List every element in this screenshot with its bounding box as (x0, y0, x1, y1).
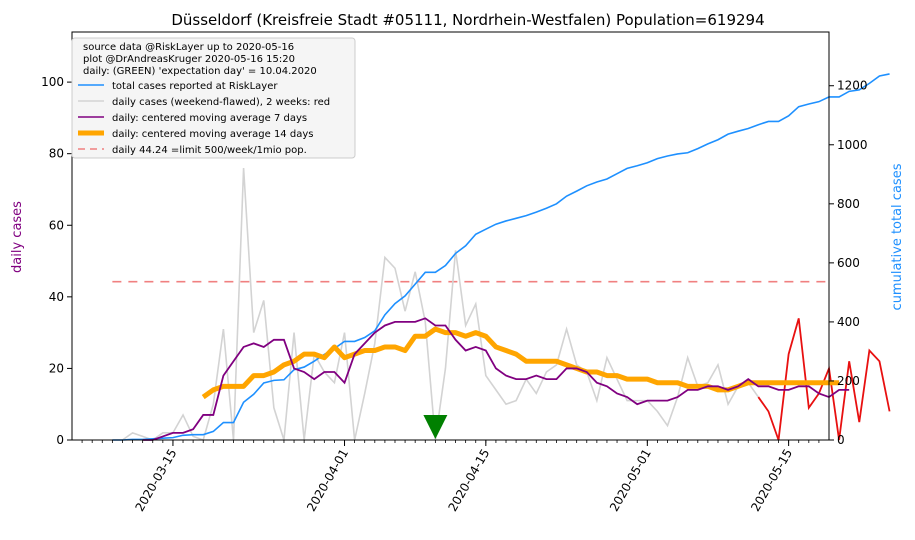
y-right-tick-label: 1200 (837, 79, 868, 93)
expectation-day-marker (423, 415, 448, 439)
y-right-tick-label: 1000 (837, 138, 868, 152)
legend-entry-label: daily: centered moving average 14 days (112, 129, 313, 140)
y-right-tick-label: 400 (837, 315, 860, 329)
daily-cases-recent-line (757, 318, 891, 441)
x-tick-label: 2020-04-01 (304, 447, 351, 514)
y-left-tick-label: 100 (41, 75, 64, 89)
total-cases-line (112, 73, 890, 441)
y-left-tick-label: 20 (49, 361, 64, 375)
y-right-tick-label: 800 (837, 197, 860, 211)
y-left-tick-label: 80 (49, 147, 64, 161)
legend-info-line: plot @DrAndreasKruger 2020-05-16 15:20 (83, 54, 295, 65)
y-right-tick-label: 200 (837, 374, 860, 388)
y-left-tick-label: 0 (56, 433, 64, 447)
legend: source data @RiskLayer up to 2020-05-16p… (71, 37, 356, 159)
legend-box (71, 37, 356, 159)
legend-info-line: source data @RiskLayer up to 2020-05-16 (83, 42, 294, 53)
chart-title: Düsseldorf (Kreisfreie Stadt #05111, Nor… (171, 11, 764, 29)
legend-entry-label: daily: centered moving average 7 days (112, 113, 307, 124)
x-tick-label: 2020-05-15 (748, 447, 795, 514)
plot-layer (112, 73, 891, 442)
legend-entry-label: daily cases (weekend-flawed), 2 weeks: r… (112, 97, 330, 108)
y-right-tick-label: 600 (837, 256, 860, 270)
ma7-line (142, 317, 850, 441)
x-tick-label: 2020-04-15 (445, 447, 492, 514)
y-right-tick-label: 0 (837, 433, 845, 447)
daily-cases-line (112, 167, 760, 442)
legend-info-line: daily: (GREEN) 'expectation day' = 10.04… (83, 66, 317, 77)
x-tick-label: 2020-05-01 (607, 447, 654, 514)
x-tick-label: 2020-03-15 (133, 447, 180, 514)
y-axis-label-left: daily cases (10, 201, 25, 273)
y-axis-label-right: cumulative total cases (890, 163, 905, 310)
legend-entry-label: daily 44.24 =limit 500/week/1mio pop. (112, 145, 307, 156)
legend-entry-label: total cases reported at RiskLayer (112, 81, 278, 92)
y-left-tick-label: 60 (49, 218, 64, 232)
plot-frame (71, 31, 830, 441)
y-left-tick-label: 40 (49, 290, 64, 304)
